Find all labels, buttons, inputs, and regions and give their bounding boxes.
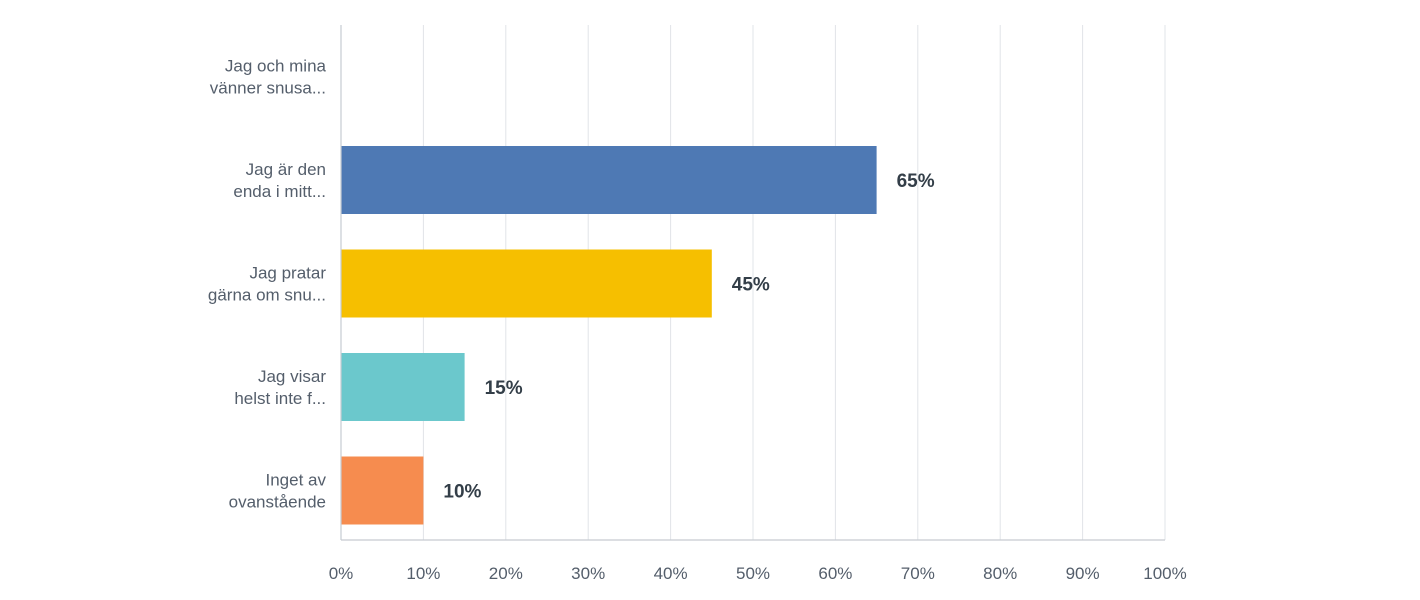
x-tick-label: 30% [571,564,605,583]
category-label-line: enda i mitt... [233,182,326,201]
category-label-line: Jag och mina [225,57,327,76]
gridlines [422,25,1166,540]
category-label-line: vänner snusa... [210,79,326,98]
bar [341,249,712,318]
x-tick-label: 90% [1066,564,1100,583]
x-tick-label: 10% [406,564,440,583]
category-label-line: Inget av [266,471,327,490]
x-tick-label: 100% [1143,564,1186,583]
x-tick-label: 70% [901,564,935,583]
bar [341,456,424,525]
category-label: Jag är den enda i mitt... [233,160,326,201]
category-label: Jag och mina vänner snusa... [210,57,327,98]
x-tick-label: 40% [654,564,688,583]
bar [341,353,465,421]
data-label: 10% [443,482,481,503]
bar [341,146,877,214]
bars [341,146,877,525]
axes [340,25,1165,541]
category-label: Inget av ovanstående [229,471,327,512]
x-tick-label: 0% [329,564,354,583]
category-label-line: gärna om snu... [208,286,326,305]
category-label: Jag visar helst inte f... [234,367,326,408]
data-label: 15% [485,378,523,399]
category-label-line: ovanstående [229,493,326,512]
x-tick-label: 60% [818,564,852,583]
category-label: Jag pratar gärna om snu... [208,264,326,305]
category-label-line: Jag är den [246,160,326,179]
category-label-line: Jag visar [258,367,326,386]
labels: 0% 10% 20% 30% 40% 50% 60% 70% 80% 90% 100% Jag och… [208,57,1187,584]
data-label: 65% [897,171,935,192]
category-label-line: helst inte f... [234,389,326,408]
data-label: 45% [732,275,770,296]
category-label-line: Jag pratar [249,264,326,283]
x-tick-label: 20% [489,564,523,583]
x-tick-label: 50% [736,564,770,583]
x-tick-label: 80% [983,564,1017,583]
